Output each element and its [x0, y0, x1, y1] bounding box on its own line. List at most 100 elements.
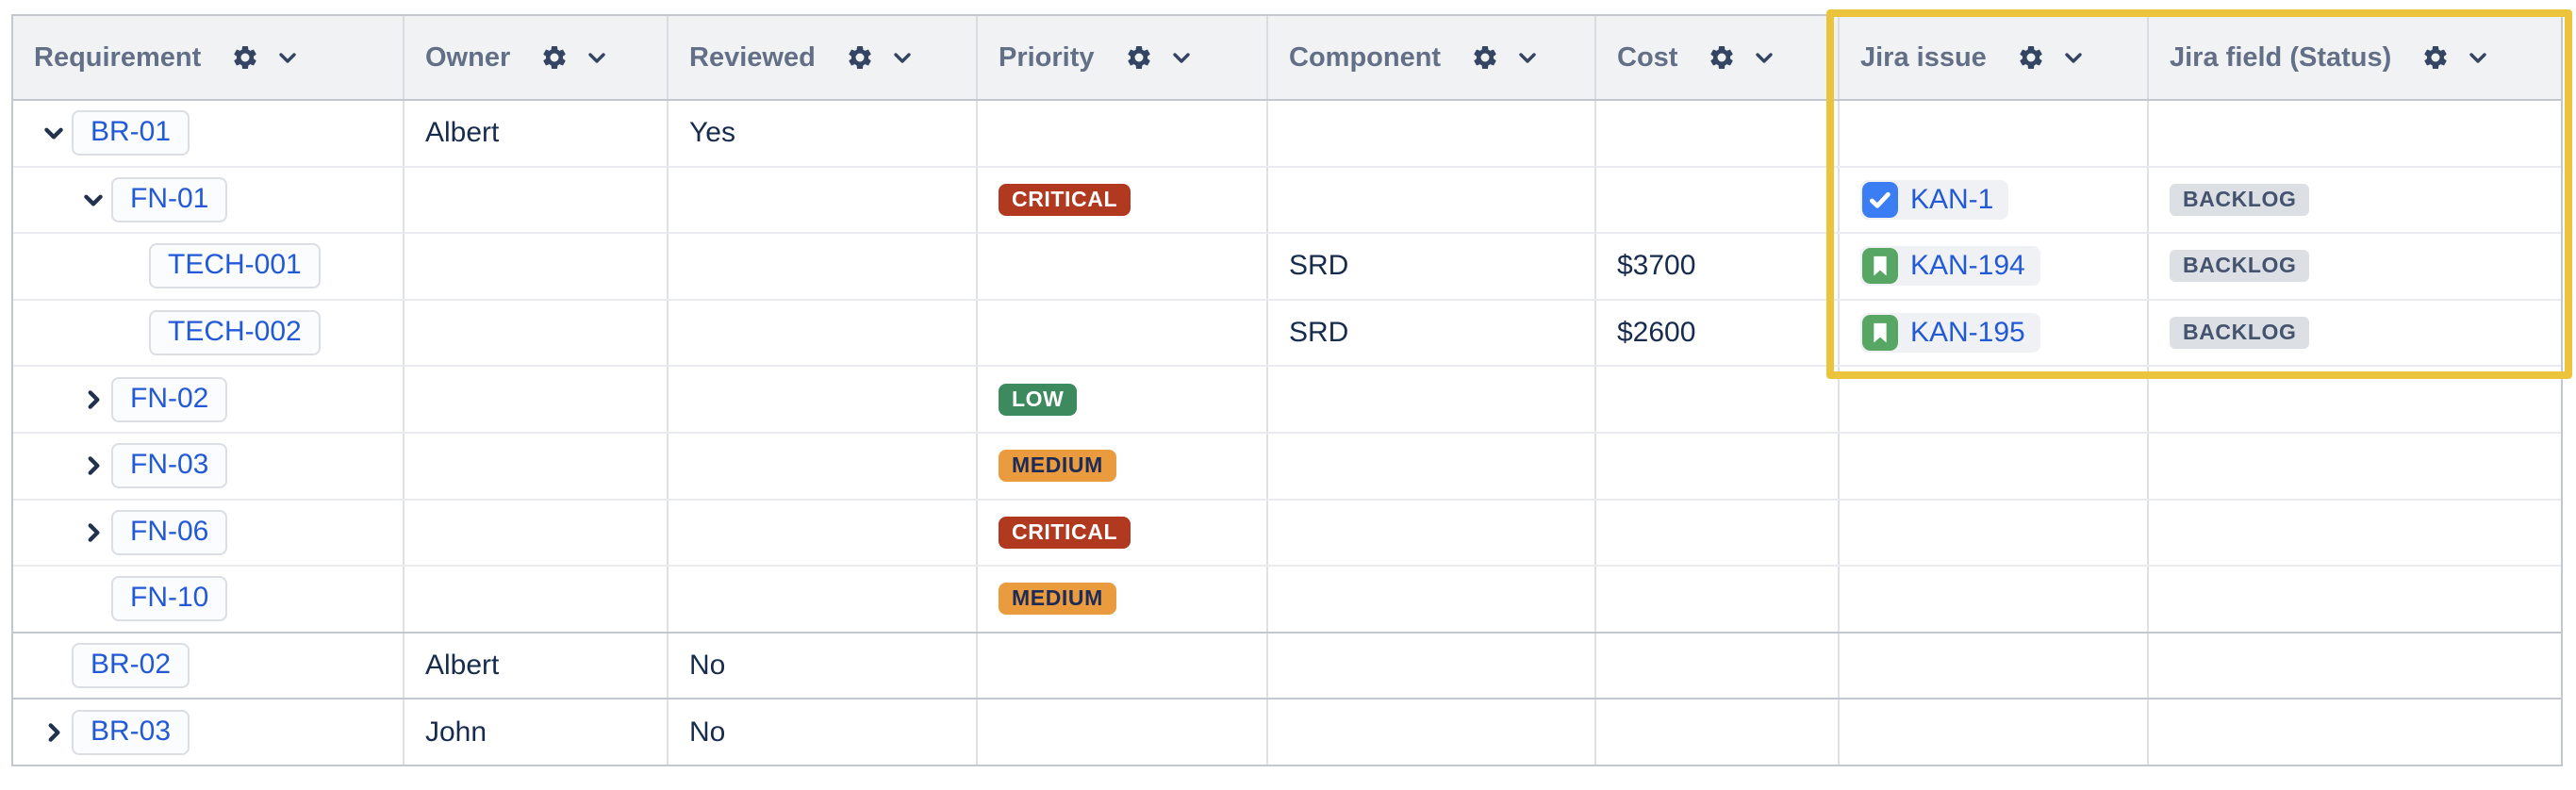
requirement-key-link[interactable]: BR-02 [72, 643, 190, 689]
chevron-down-icon[interactable] [36, 121, 72, 145]
requirement-cell: FN-06 [13, 500, 405, 566]
gear-icon[interactable] [2421, 43, 2450, 72]
priority-cell: CRITICAL [978, 167, 1268, 233]
requirement-cell: BR-02 [13, 633, 405, 699]
requirement-key-link[interactable]: FN-10 [111, 576, 228, 622]
owner-cell [405, 300, 669, 366]
story-issue-type-icon [1862, 315, 1898, 352]
jira-status-cell [2149, 567, 2565, 632]
component-cell [1268, 699, 1596, 765]
chevron-down-icon[interactable] [1170, 46, 1193, 69]
cost-cell [1596, 699, 1840, 765]
story-issue-type-icon [1862, 248, 1898, 285]
component-cell [1268, 633, 1596, 699]
table-row-fn-10: FN-10 MEDIUM [13, 565, 2561, 632]
chevron-right-icon[interactable] [75, 453, 111, 478]
chevron-down-icon[interactable] [891, 46, 914, 69]
chevron-right-icon[interactable] [36, 720, 72, 745]
requirement-cell: TECH-002 [13, 300, 405, 366]
column-header-label: Priority [999, 41, 1095, 73]
chevron-down-icon[interactable] [586, 46, 608, 69]
chevron-down-icon[interactable] [75, 188, 111, 212]
column-header-component: Component [1268, 16, 1596, 99]
reviewed-value: Yes [689, 117, 735, 149]
component-value: SRD [1289, 317, 1349, 349]
chevron-down-icon[interactable] [1516, 46, 1539, 69]
requirement-key-link[interactable]: FN-03 [111, 443, 228, 489]
chevron-down-icon[interactable] [2062, 46, 2085, 69]
task-issue-type-icon [1862, 181, 1898, 218]
column-header-label: Cost [1617, 41, 1678, 73]
chevron-down-icon[interactable] [1753, 46, 1775, 69]
gear-icon[interactable] [1471, 43, 1499, 72]
chevron-down-icon[interactable] [2467, 46, 2489, 69]
status-badge: BACKLOG [2170, 183, 2310, 216]
priority-cell [978, 101, 1268, 166]
table-row-br-01: BR-01 Albert Yes [13, 101, 2561, 166]
chevron-right-icon[interactable] [75, 520, 111, 545]
gear-icon[interactable] [231, 43, 259, 72]
chevron-right-icon[interactable] [75, 387, 111, 412]
priority-cell [978, 234, 1268, 299]
reviewed-cell [669, 567, 978, 632]
requirements-table: Requirement Owner Reviewed Priority Componen… [11, 14, 2563, 766]
requirement-key-link[interactable]: FN-06 [111, 509, 228, 555]
reviewed-cell [669, 433, 978, 499]
cost-cell [1596, 500, 1840, 566]
requirement-key-link[interactable]: FN-02 [111, 376, 228, 422]
priority-cell: MEDIUM [978, 433, 1268, 499]
priority-badge: CRITICAL [999, 183, 1131, 216]
jira-issue-cell [1840, 567, 2149, 632]
reviewed-cell [669, 234, 978, 299]
owner-value: Albert [425, 117, 500, 149]
jira-issue-cell [1840, 367, 2149, 432]
jira-issue-link[interactable]: KAN-195 [1860, 313, 2040, 354]
column-header-priority: Priority [978, 16, 1268, 99]
cost-cell [1596, 433, 1840, 499]
component-cell [1268, 500, 1596, 566]
requirement-cell: FN-02 [13, 367, 405, 432]
table-row-fn-02: FN-02 LOW [13, 365, 2561, 432]
priority-cell [978, 300, 1268, 366]
requirement-key-link[interactable]: TECH-001 [149, 243, 321, 289]
owner-cell [405, 367, 669, 432]
priority-badge: CRITICAL [999, 516, 1131, 549]
requirement-key-link[interactable]: BR-01 [72, 110, 190, 156]
column-header-label: Jira issue [1860, 41, 1987, 73]
requirement-key-link[interactable]: BR-03 [72, 709, 190, 755]
requirement-key-link[interactable]: FN-01 [111, 176, 228, 222]
jira-status-cell [2149, 634, 2565, 699]
cost-cell [1596, 567, 1840, 632]
component-cell [1268, 101, 1596, 166]
column-header-label: Reviewed [689, 41, 816, 73]
chevron-down-icon[interactable] [276, 46, 299, 69]
cost-cell [1596, 101, 1840, 166]
jira-issue-key: KAN-194 [1910, 250, 2025, 282]
requirement-key-link[interactable]: TECH-002 [149, 310, 321, 356]
gear-icon[interactable] [540, 43, 569, 72]
gear-icon[interactable] [1125, 43, 1153, 72]
jira-issue-link[interactable]: KAN-1 [1860, 179, 2009, 220]
column-header-reviewed: Reviewed [669, 16, 978, 99]
gear-icon[interactable] [846, 43, 874, 72]
gear-icon[interactable] [1708, 43, 1736, 72]
component-cell [1268, 567, 1596, 632]
requirement-cell: FN-01 [13, 167, 405, 233]
priority-cell: LOW [978, 367, 1268, 432]
jira-status-cell [2149, 501, 2565, 566]
reviewed-cell [669, 167, 978, 233]
gear-icon[interactable] [2017, 43, 2045, 72]
column-header-owner: Owner [405, 16, 669, 99]
component-cell: SRD [1268, 234, 1596, 299]
jira-issue-link[interactable]: KAN-194 [1860, 246, 2040, 287]
reviewed-cell: No [669, 633, 978, 699]
owner-cell [405, 500, 669, 566]
table-row-tech-001: TECH-001 SRD $3700 KAN-194 BACKLOG [13, 232, 2561, 299]
column-header-label: Jira field (Status) [2170, 41, 2392, 73]
owner-value: Albert [425, 650, 500, 682]
jira-issue-cell: KAN-1 [1840, 167, 2149, 233]
priority-badge: MEDIUM [999, 450, 1116, 483]
table-row-br-03: BR-03 John No [13, 698, 2561, 765]
jira-status-cell [2149, 434, 2565, 499]
table-row-fn-01: FN-01 CRITICAL KAN-1 BACKLOG [13, 165, 2561, 233]
